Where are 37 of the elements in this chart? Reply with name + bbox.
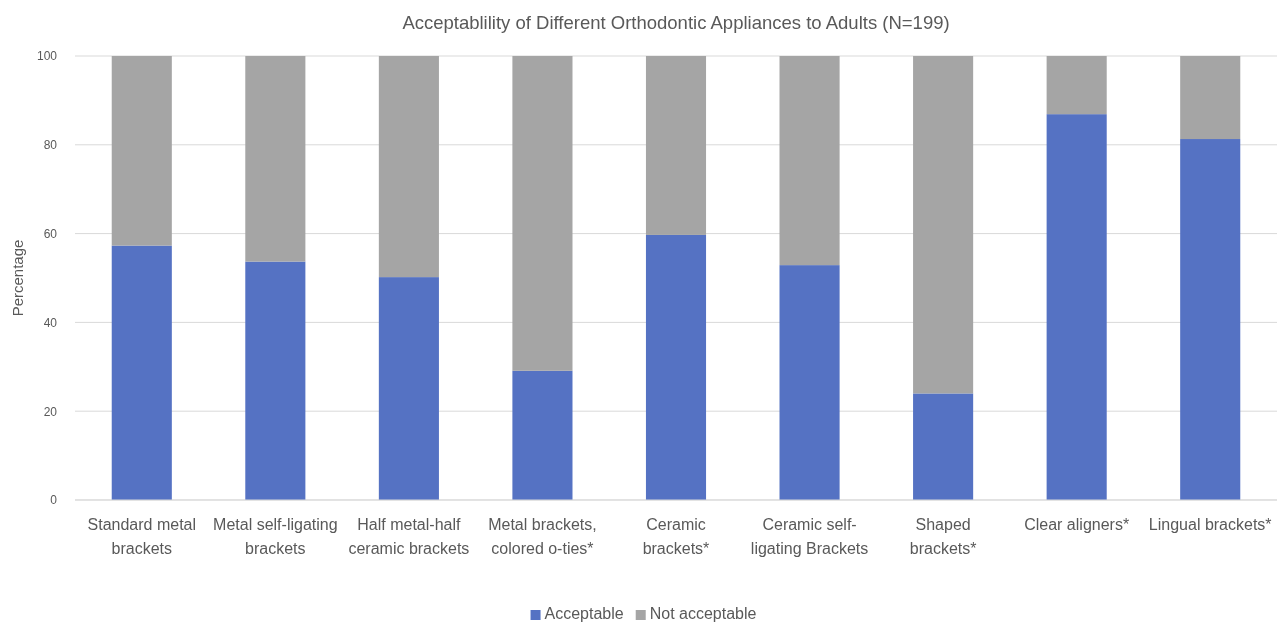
x-tick-label: Ceramic self-ligating Brackets [750, 516, 869, 557]
bar [111, 56, 172, 246]
y-tick-label: 80 [43, 138, 58, 153]
legend-label: Not acceptable [649, 605, 757, 622]
bar [245, 56, 306, 262]
x-tick-label: Clear aligners* [1024, 516, 1130, 533]
x-tick-label: Shaped brackets* [909, 516, 977, 557]
x-tick-label: Lingual brackets* [1148, 516, 1272, 533]
bar [1180, 139, 1241, 500]
bar [245, 261, 306, 500]
legend-label: Acceptable [544, 605, 624, 622]
bar [111, 245, 172, 500]
x-tick-label: Metal self-ligating brackets [213, 516, 338, 557]
bar [913, 393, 974, 500]
bar [512, 56, 573, 371]
y-tick-label: 100 [36, 49, 58, 64]
bar [378, 56, 439, 278]
bar [779, 56, 840, 266]
y-tick-label: 60 [43, 226, 58, 241]
y-tick-label: 40 [43, 315, 58, 330]
bar [1046, 114, 1107, 500]
bar [645, 56, 707, 235]
x-tick-label: Standard metal brackets [87, 516, 197, 557]
x-tick-label: Ceramic brackets* [642, 516, 710, 557]
chart-title: Acceptablility of Different Orthodontic Appliances to Adults (N=199) [402, 12, 950, 33]
x-tick-label: Metal brackets, colored o-ties* [488, 516, 597, 557]
x-tick-label: Half metal-half ceramic brackets [348, 516, 470, 557]
bar [645, 234, 707, 500]
y-tick-label: 20 [43, 404, 58, 419]
bar [1180, 56, 1241, 140]
bar [378, 277, 439, 500]
bar [913, 56, 974, 394]
y-axis-title: Percentage [9, 239, 26, 317]
bar [779, 265, 840, 500]
bar [512, 370, 573, 500]
y-tick-label: 0 [50, 493, 58, 508]
bar [1046, 56, 1107, 115]
